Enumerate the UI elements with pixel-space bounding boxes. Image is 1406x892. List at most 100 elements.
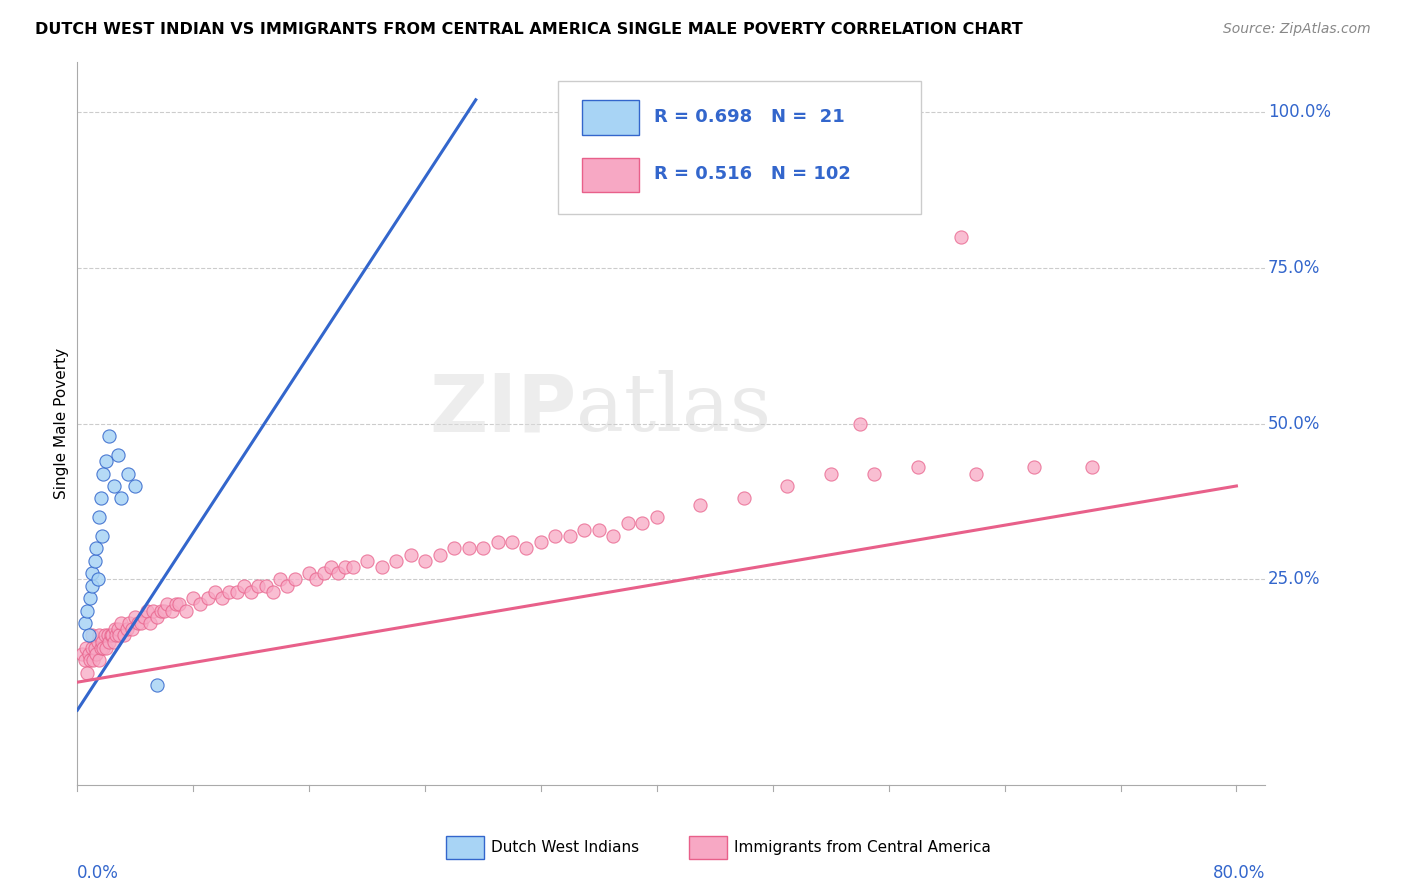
Point (689, 498, 711, 512)
Point (262, 585, 284, 599)
Point (602, 529, 624, 543)
Point (76, 603, 98, 617)
Point (356, 554, 378, 568)
Text: 80.0%: 80.0% (1213, 864, 1265, 882)
Point (160, 603, 183, 617)
Point (1022, 460, 1045, 475)
Text: 50.0%: 50.0% (1268, 415, 1320, 433)
Point (135, 603, 157, 617)
Point (76, 665, 98, 680)
FancyBboxPatch shape (582, 100, 640, 135)
Y-axis label: Single Male Poverty: Single Male Poverty (53, 348, 69, 500)
Point (385, 554, 408, 568)
Point (70, 647, 93, 661)
Point (146, 678, 169, 692)
Point (93, 640, 115, 655)
FancyBboxPatch shape (582, 158, 640, 193)
Point (457, 541, 479, 556)
Point (645, 510, 668, 524)
Point (87, 510, 110, 524)
Text: 25.0%: 25.0% (1268, 570, 1320, 589)
Point (335, 560, 357, 574)
Text: R = 0.516   N = 102: R = 0.516 N = 102 (654, 165, 851, 184)
Point (118, 615, 141, 630)
Point (156, 598, 179, 612)
Point (107, 622, 129, 636)
Point (75, 640, 97, 655)
Text: atlas: atlas (576, 370, 772, 449)
Point (298, 566, 321, 581)
Point (342, 560, 364, 574)
Point (174, 603, 197, 617)
Point (733, 491, 755, 506)
Point (80, 566, 103, 581)
Point (820, 467, 842, 481)
Point (139, 615, 162, 630)
Point (544, 529, 567, 543)
Point (105, 628, 128, 642)
Point (848, 417, 870, 431)
Point (530, 535, 553, 549)
Point (472, 541, 495, 556)
Point (77, 647, 100, 661)
Point (225, 585, 247, 599)
Point (117, 467, 139, 481)
Point (399, 548, 422, 562)
Point (486, 535, 509, 549)
Point (443, 541, 465, 556)
Point (98, 634, 121, 648)
Text: Immigrants from Central America: Immigrants from Central America (734, 840, 991, 855)
Point (907, 460, 929, 475)
Text: 75.0%: 75.0% (1268, 259, 1320, 277)
Point (776, 479, 799, 493)
Point (124, 479, 146, 493)
Point (574, 523, 596, 537)
Point (91, 529, 114, 543)
Point (94, 628, 117, 642)
Point (370, 560, 392, 574)
Point (77, 628, 100, 642)
Point (240, 585, 263, 599)
Point (110, 491, 132, 506)
Point (132, 609, 155, 624)
Point (101, 628, 124, 642)
Point (211, 591, 233, 606)
Point (80, 579, 103, 593)
Point (515, 541, 537, 556)
Point (950, 230, 973, 244)
Point (501, 535, 523, 549)
Point (84, 541, 107, 556)
Point (112, 628, 135, 642)
Point (326, 566, 349, 581)
Point (284, 573, 307, 587)
Text: 0.0%: 0.0% (77, 864, 120, 882)
Point (79, 591, 101, 606)
Point (89, 491, 111, 506)
Point (1080, 460, 1102, 475)
Point (181, 591, 204, 606)
Point (127, 615, 149, 630)
Point (269, 573, 291, 587)
Point (129, 615, 152, 630)
Point (97, 628, 120, 642)
Point (100, 628, 122, 642)
Point (82, 653, 104, 667)
Point (254, 579, 277, 593)
Point (631, 516, 654, 531)
Point (91, 634, 114, 648)
Text: R = 0.698   N =  21: R = 0.698 N = 21 (654, 108, 844, 126)
Point (86, 573, 108, 587)
Point (153, 603, 176, 617)
Point (617, 516, 640, 531)
Point (73, 615, 96, 630)
Point (98, 429, 121, 443)
FancyBboxPatch shape (558, 80, 921, 214)
Point (167, 598, 190, 612)
Point (558, 529, 581, 543)
Text: 100.0%: 100.0% (1268, 103, 1330, 121)
Point (108, 628, 131, 642)
Point (197, 591, 219, 606)
Point (79, 653, 101, 667)
Point (146, 609, 169, 624)
Point (83, 640, 105, 655)
